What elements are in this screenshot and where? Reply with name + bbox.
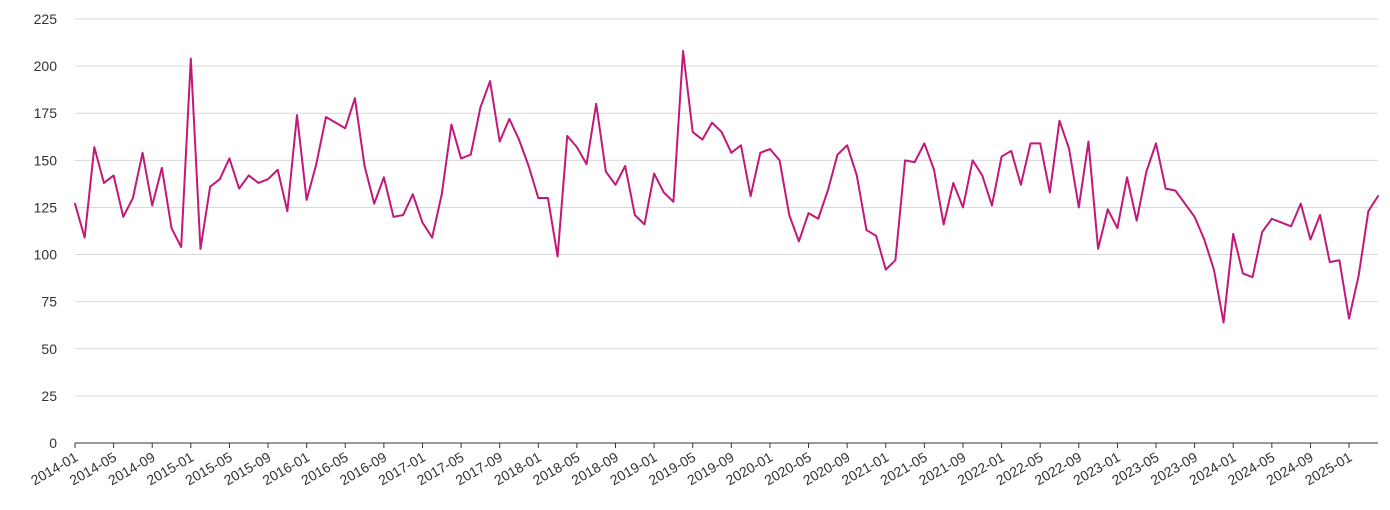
x-axis-ticks: 2014-012014-052014-092015-012015-052015-… [28, 443, 1355, 488]
y-tick-label: 225 [34, 11, 58, 27]
y-tick-label: 75 [41, 294, 57, 310]
y-tick-label: 0 [49, 435, 57, 451]
series-line [74, 50, 1379, 324]
series-layer [74, 50, 1379, 324]
y-axis-ticks: 0 25 50 75 100 125 150 175 200 225 [34, 11, 58, 451]
grid-lines [75, 18, 1378, 397]
y-tick-label: 100 [34, 247, 58, 263]
y-tick-label: 25 [41, 388, 57, 404]
y-tick-label: 200 [34, 58, 58, 74]
y-tick-label: 175 [34, 105, 58, 121]
y-tick-label: 50 [41, 341, 57, 357]
y-tick-label: 150 [34, 152, 58, 168]
y-tick-label: 125 [34, 199, 58, 215]
